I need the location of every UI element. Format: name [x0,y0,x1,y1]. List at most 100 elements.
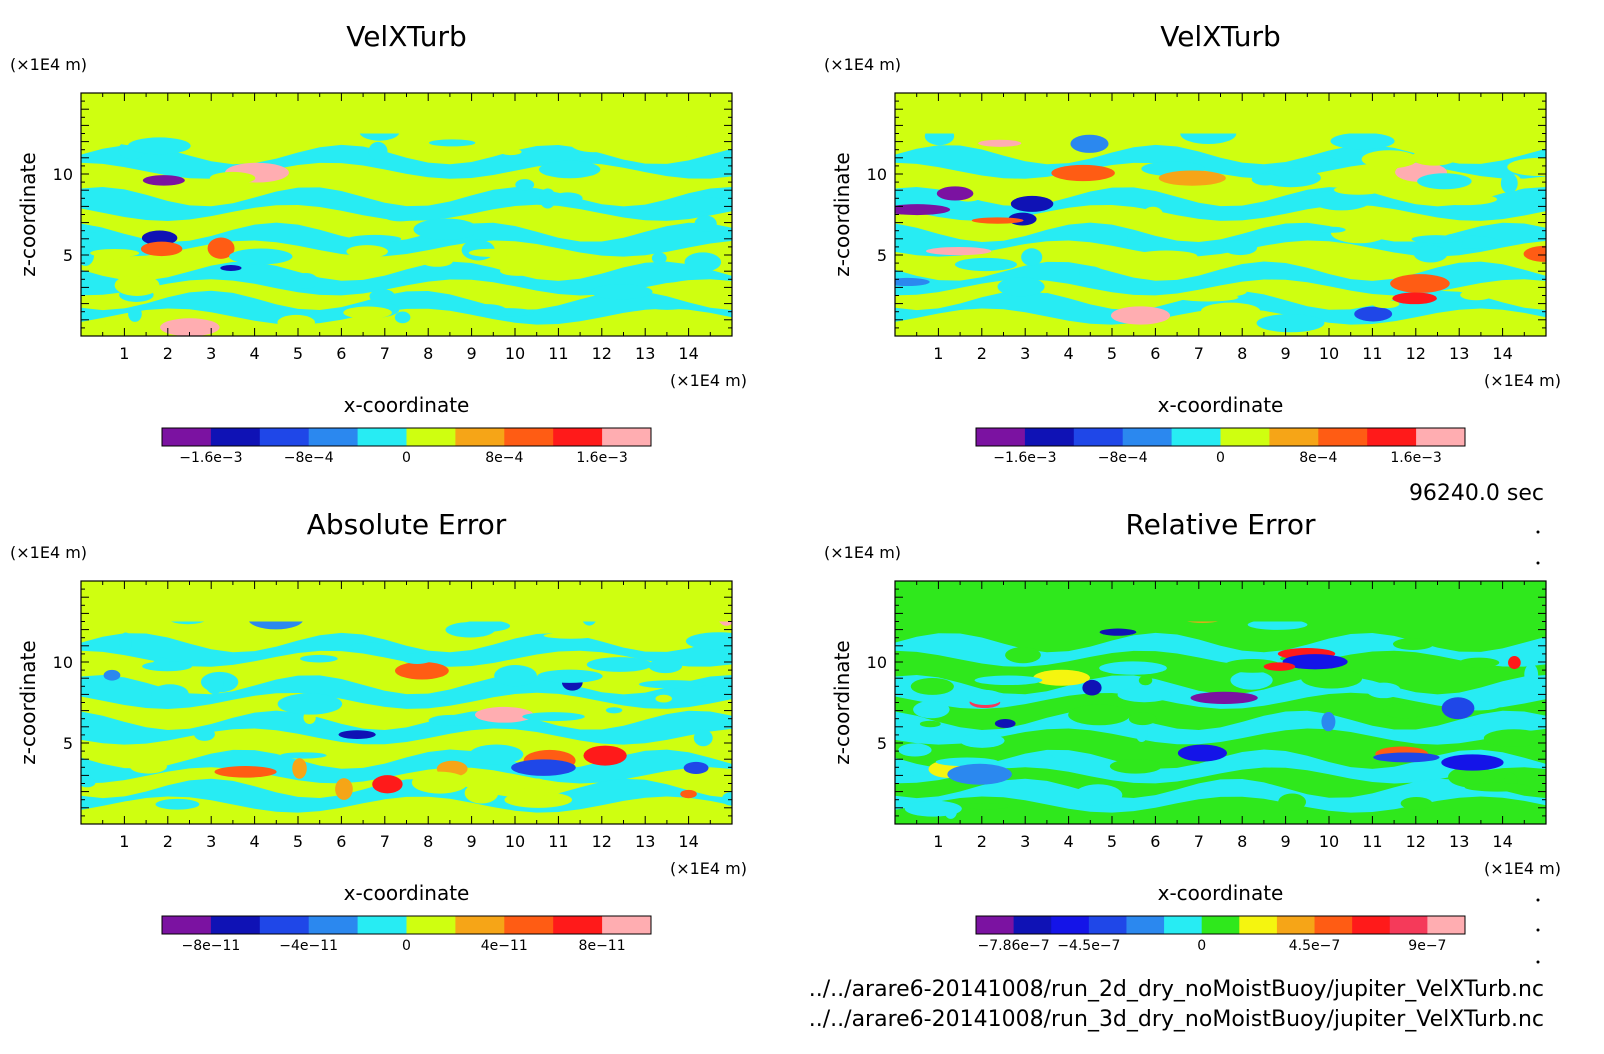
panel-3-field-patch [445,622,495,638]
time-label: 96240.0 sec [1409,481,1544,506]
panel-1-x-tick-label: 8 [423,344,433,363]
panel-1-field-patch [140,241,183,257]
panel-3-field-patch [411,771,468,794]
panel-2-field-patch [997,276,1045,297]
panel-1-colorbar-swatch [210,428,261,446]
panel-2-field-patch [1134,250,1198,262]
panel-4-field-patch [1082,679,1102,696]
panel-1-x-tick-label: 9 [467,344,477,363]
panel-1-field-patch [209,171,256,185]
panel-1: VelXTurb(×1E4 m)(×1E4 m)1 2 3 4 5 6 7 8 9 10 11 12 1… [10,20,747,466]
panel-4-field [895,581,1546,824]
panel-3-field-patch [103,669,121,681]
panel-3-field-patch [401,652,433,664]
panel-3-y-label: z-coordinate [16,640,40,764]
panel-4-title: Relative Error [1125,508,1316,541]
panel-1-field-patch [553,136,591,145]
panel-2-y-tick-label: 5 [877,246,887,265]
panel-3-field-patch [685,632,732,651]
panel-1-x-tick-label: 4 [250,344,260,363]
panel-2-colorbar-swatch [1073,428,1124,446]
panel-1-field-patch [685,197,729,213]
panel-2-field-patch [1361,150,1418,169]
panel-1-field-patch [431,280,472,289]
panel-4-x-unit: (×1E4 m) [1484,859,1561,878]
panel-4-x-tick-label: 11 [1362,832,1382,851]
panel-1-x-unit: (×1E4 m) [670,371,747,390]
panel-4-field-top [895,581,1546,622]
panel-4-field-patch [919,720,941,728]
panel-1-x-tick-label: 12 [592,344,612,363]
panel-3-field-patch [194,727,215,741]
panel-3-colorbar-label: −4e−11 [279,938,338,954]
panel-4-band [895,749,1546,784]
panel-3-x-tick-label: 11 [548,832,568,851]
panel-4-x-label: x-coordinate [1158,881,1284,905]
panel-3-band [81,778,732,813]
panel-1-title: VelXTurb [346,20,467,53]
panel-4-field-patch [1321,712,1336,732]
panel-4-x-tick-label: 1 [933,832,943,851]
panel-2-x-tick-label: 12 [1406,344,1426,363]
panel-1-field-patch [90,248,140,258]
panel-2-x-tick-label: 7 [1194,344,1204,363]
panel-3-x-tick-label: 13 [635,832,655,851]
panel-2-colorbar-label: 8e−4 [1299,450,1337,466]
panel-1-colorbar-swatch [455,428,505,446]
panel-4-field-patch [1033,669,1090,686]
panel-2-band [895,187,1546,221]
panel-2-field-patch [1354,306,1393,322]
panel-1-field-patch [104,319,164,328]
panel-3-field-patch [469,744,524,765]
panel-3-field-patch [655,694,672,703]
panel-2-field-patch [1330,132,1395,150]
panel-1-field-patch [590,284,653,300]
panel-1-colorbar-label: 0 [402,450,411,466]
panel-3-colorbar-label: −8e−11 [182,938,241,954]
panel-1-field-patch [500,148,522,156]
panel-4-field-patch [947,763,1012,785]
panel-1-field [81,93,732,336]
panel-2-x-tick-label: 9 [1281,344,1291,363]
panel-4-field-patch [1190,691,1258,704]
panel-4-x-tick-label: 5 [1107,832,1117,851]
panel-2-x-tick-label: 1 [933,344,943,363]
panel-2-field-patch [1051,164,1115,182]
panel-4-field-patch [1446,723,1477,730]
panel-2-colorbar-swatch [1269,428,1319,446]
panel-4-field-patch [1135,724,1148,743]
panel-2-field-patch [1417,173,1472,190]
panel-4-field-patch [1230,670,1273,690]
panel-4-field-patch [910,677,954,695]
panel-1-x-tick-label: 1 [119,344,129,363]
panel-2-field-patch [1110,306,1171,325]
panel-1-field-patch [515,179,535,191]
panel-3-band [81,749,732,784]
panel-2-x-tick-label: 13 [1449,344,1469,363]
panel-1-colorbar-swatch [308,428,359,446]
panel-2-field-patch [954,257,1017,272]
panel-1-field-patch [413,218,479,240]
panel-2-field-patch [936,186,974,201]
panel-3-field-patch [292,758,307,779]
panel-3-x-tick-label: 14 [678,832,698,851]
panel-2-field-patch [1194,189,1253,203]
panel-1-field-patch [394,311,411,324]
panel-4-x-tick-label: 14 [1492,832,1512,851]
panel-3-field-patch [151,684,189,704]
panel-3-field-patch [683,761,709,774]
panel-3-field-patch [338,730,376,739]
panel-1-field-patch [368,141,388,161]
panel-3-field-patch [372,775,403,794]
panel-3-field-patch [277,693,343,715]
panel-1-colorbar-swatch [406,428,456,446]
panel-1-field-patch [552,192,583,205]
panel-4-field-patch [1366,682,1401,699]
panel-2-x-tick-label: 4 [1064,344,1074,363]
panel-4-field-patch [974,675,1043,686]
panel-3-band [81,675,732,709]
panel-2-field-patch [1507,157,1546,177]
panel-1-field-patch [421,255,453,267]
panel-3-colorbar-frame [161,915,652,935]
